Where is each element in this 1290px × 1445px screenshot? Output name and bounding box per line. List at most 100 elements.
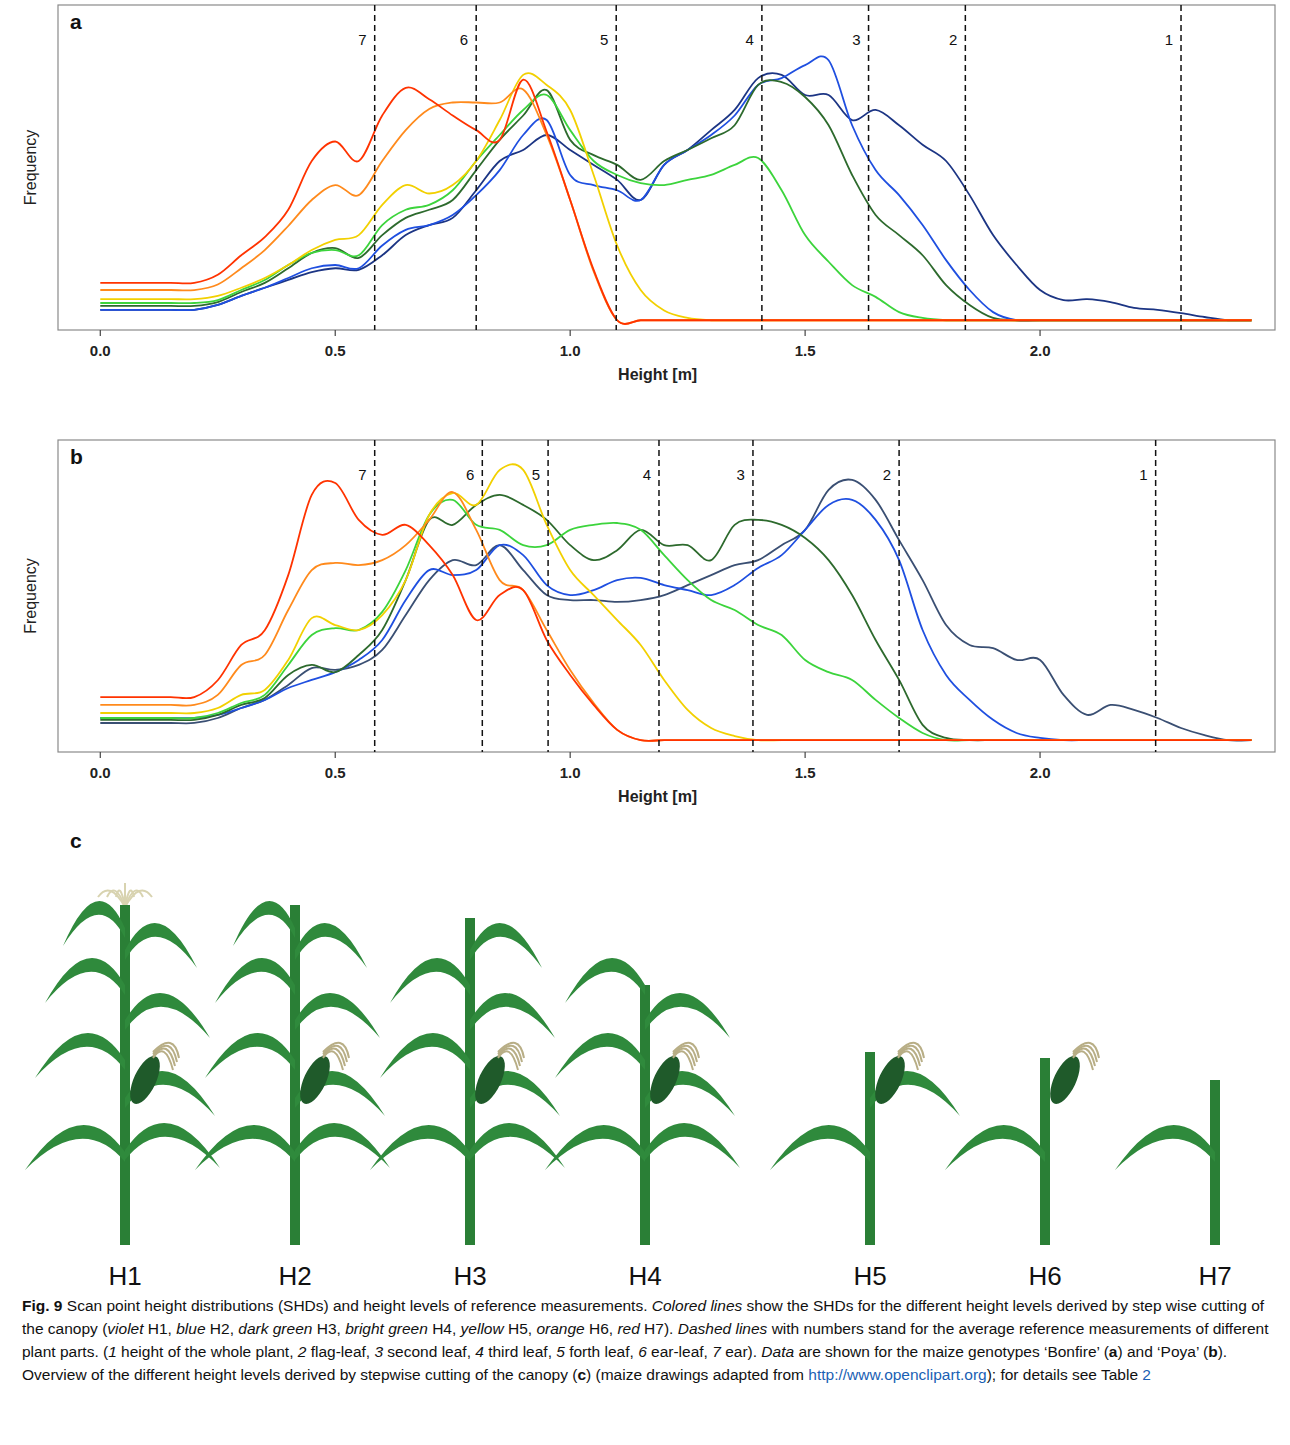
leaf [545,1125,645,1170]
x-tick [335,330,336,336]
silk [323,1043,349,1058]
x-tick [570,752,571,758]
tassel [107,890,125,907]
reference-line [547,440,549,752]
silk [153,1043,179,1058]
caption-italic: Dashed lines [678,1320,768,1337]
reference-label: 6 [460,31,468,48]
panel-label: b [70,445,83,468]
x-tick [100,330,101,336]
ear [869,1052,911,1108]
plant [195,901,390,1245]
series-line [100,464,1251,740]
plant-label: H5 [853,1261,886,1290]
x-tick [1039,752,1040,758]
reference-line [761,5,763,330]
caption-italic: blue [176,1320,205,1337]
silk [1073,1043,1099,1058]
caption-normal: H5, [504,1320,537,1337]
caption-normal: height of the whole plant, [117,1343,298,1360]
caption-italic: 3 [374,1343,383,1360]
leaf [380,1033,470,1078]
tassel [125,890,143,907]
leaf [295,993,380,1038]
caption-normal: forth leaf, [565,1343,638,1360]
x-tick [805,330,806,336]
plot-frame [58,5,1275,330]
stem [1210,1080,1220,1245]
tassel [125,890,152,907]
caption-normal: ear-leaf, [647,1343,712,1360]
caption-italic: 7 [712,1343,721,1360]
caption-italic: Colored lines [652,1297,742,1314]
x-tick-label: 0.0 [90,342,111,359]
plot-frame [58,440,1275,752]
leaf [295,1123,390,1168]
leaf [35,1033,125,1078]
panel-label: c [70,829,82,852]
caption-bold: c [577,1366,586,1383]
x-tick-label: 0.0 [90,764,111,781]
x-axis-title: Height [m] [618,788,697,805]
reference-label: 1 [1165,31,1173,48]
leaf [470,1123,565,1168]
caption-italic: bright green [345,1320,428,1337]
reference-line [475,5,477,330]
caption-normal: are shown for the maize genotypes ‘Bonfi… [794,1343,1109,1360]
reference-line [658,440,660,752]
reference-line [1180,5,1182,330]
leaf [645,993,730,1038]
reference-label: 3 [737,466,745,483]
caption-italic: 4 [475,1343,484,1360]
x-tick-label: 2.0 [1030,764,1051,781]
leaf [945,1125,1045,1170]
tassel [124,883,126,905]
leaf [125,993,210,1038]
leaf [25,1125,125,1170]
series-line [100,499,1251,740]
leaf [125,923,197,968]
figure: 0.00.51.01.52.0Height [m]Frequency765432… [0,0,1290,1290]
reference-label: 7 [358,466,366,483]
series-line [100,80,1251,320]
caption-normal: ) (maize drawings adapted from [586,1366,808,1383]
reference-line [374,440,376,752]
series-line [100,73,1251,320]
caption-italic: violet [107,1320,143,1337]
leaf [565,958,645,1003]
caption-link[interactable]: 2 [1142,1366,1151,1383]
reference-line [374,5,376,330]
x-tick-label: 0.5 [325,764,346,781]
plot-area [100,440,1251,752]
leaf [390,958,470,1003]
plant [370,918,565,1245]
panel-c: cH1H2H3H4H5H6H7 [25,829,1232,1290]
leaf [233,901,295,946]
leaf [205,1033,295,1078]
reference-label: 5 [532,466,540,483]
plant [945,1043,1099,1245]
reference-label: 4 [643,466,651,483]
leaf [370,1125,470,1170]
caption-normal: H1, [144,1320,177,1337]
caption-link[interactable]: http://www.openclipart.org [808,1366,986,1383]
caption-italic: 2 [298,1343,307,1360]
panel-label: a [70,10,82,33]
ear [294,1052,336,1108]
reference-label: 1 [1139,466,1147,483]
plot-area [100,5,1251,330]
plant [1115,1080,1220,1245]
series-line [100,56,1251,321]
reference-line [615,5,617,330]
series-line [100,73,1251,320]
x-tick-label: 0.5 [325,342,346,359]
ear [1044,1052,1086,1108]
series-line [100,94,1251,320]
reference-label: 5 [600,31,608,48]
x-tick-label: 1.0 [560,342,581,359]
x-tick-label: 1.0 [560,764,581,781]
leaf [470,993,555,1038]
series-line [100,500,1251,741]
y-axis-title: Frequency [22,558,39,634]
caption-normal: H2, [206,1320,239,1337]
